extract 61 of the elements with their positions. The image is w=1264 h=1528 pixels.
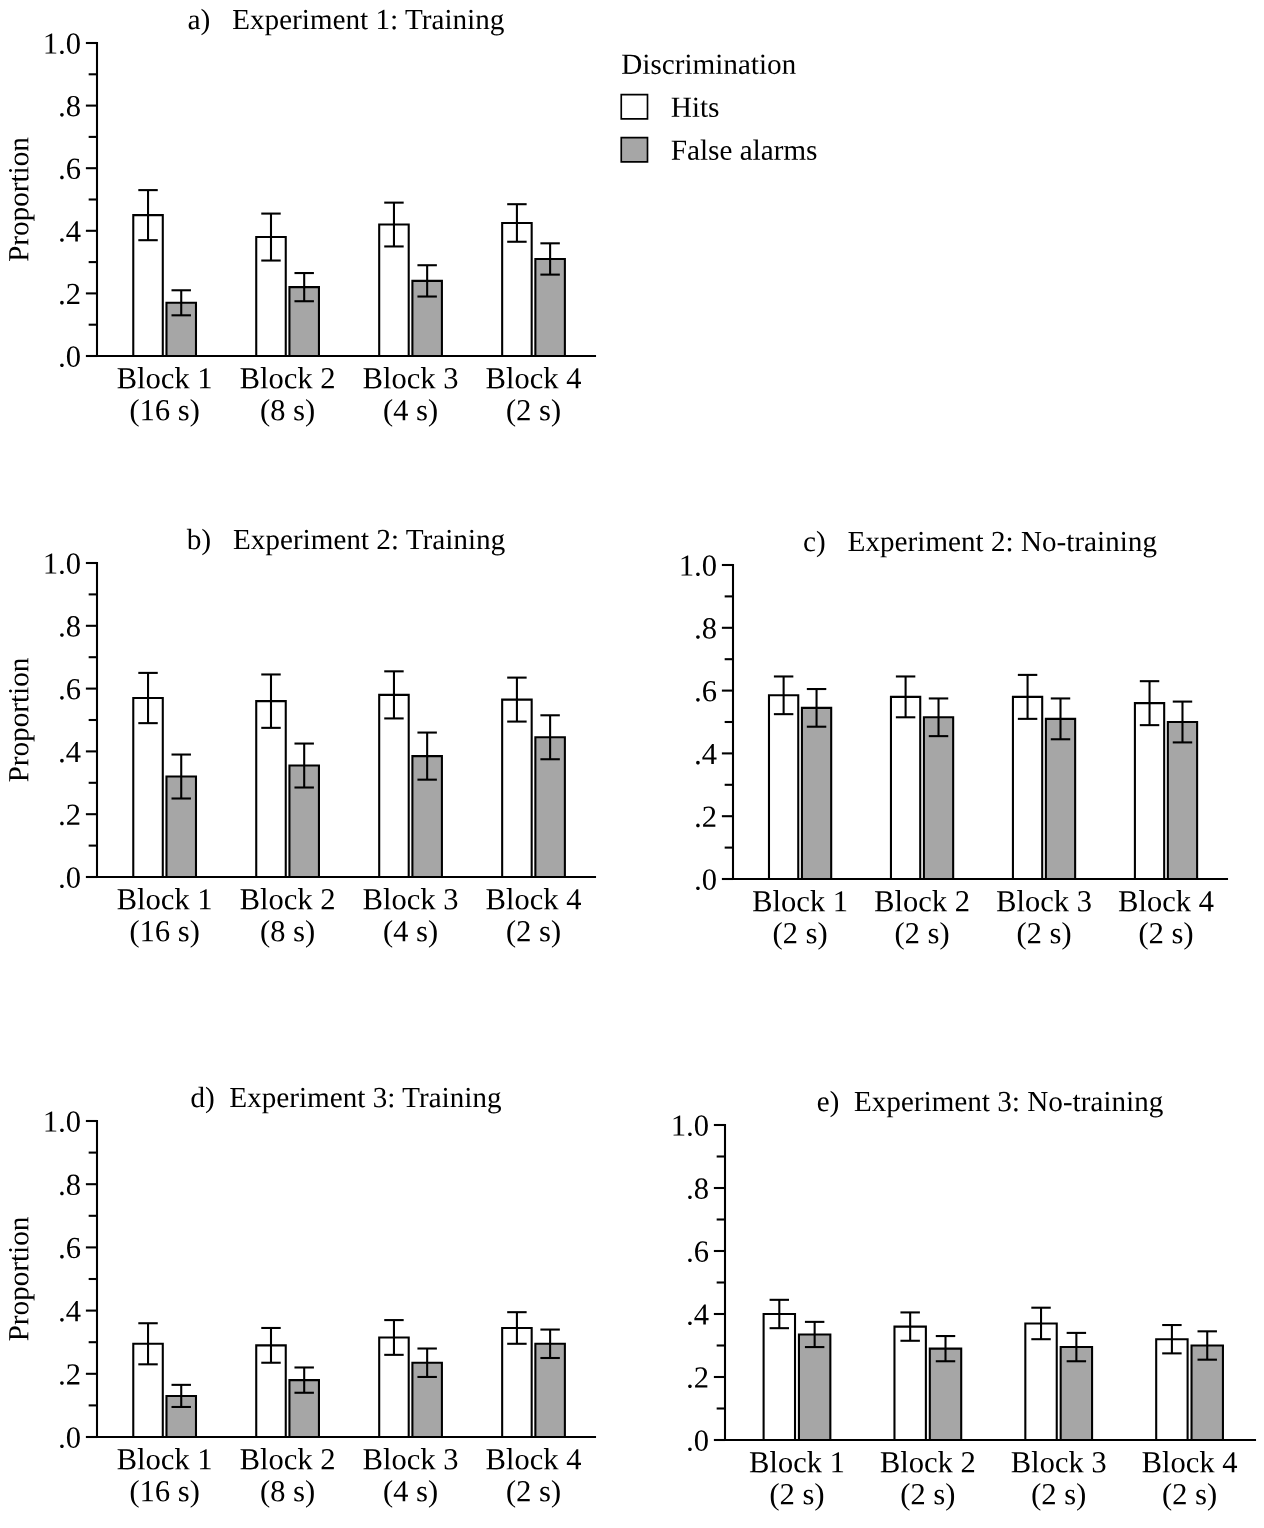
x-tick-label: Block 3 (4 s) — [363, 367, 458, 427]
y-tick-label: 1.0 — [681, 555, 716, 577]
x-tick-label: Block 4 (2 s) — [486, 367, 581, 427]
y-tick-label: .0 — [696, 869, 716, 891]
x-tick-label: Block 2 (8 s) — [240, 1448, 334, 1508]
y-tick-label: .2 — [688, 1367, 708, 1389]
y-tick-label: .8 — [688, 1178, 708, 1200]
y-axis-title: Proportion — [8, 658, 35, 782]
y-tick-label: .4 — [60, 221, 81, 242]
y-axis-title: Proportion — [8, 137, 35, 262]
y-tick-label: .4 — [688, 1304, 709, 1326]
x-tick-label: Block 1 (16 s) — [117, 1448, 211, 1508]
y-tick-label: .8 — [60, 1174, 80, 1196]
y-tick-label: .6 — [60, 158, 81, 180]
chart-title: e) Experiment 3: No-training — [817, 1090, 1163, 1118]
chart-title: c) Experiment 2: No-training — [804, 530, 1157, 558]
chart-title: d) Experiment 3: Training — [191, 1086, 501, 1114]
y-tick-label: 1.0 — [45, 1111, 80, 1133]
y-tick-label: .6 — [60, 678, 81, 700]
y-axis-title: Proportion — [8, 1217, 35, 1341]
x-tick-label: Block 3 (4 s) — [363, 888, 458, 948]
y-tick-label: .0 — [688, 1430, 708, 1452]
y-tick-label: 1.0 — [673, 1115, 708, 1137]
x-tick-label: Block 2 (8 s) — [240, 888, 334, 948]
x-tick-label: Block 1 (2 s) — [749, 1451, 844, 1511]
x-tick-label: Block 3 (2 s) — [996, 890, 1091, 950]
x-tick-label: Block 2 (2 s) — [880, 1451, 975, 1511]
y-tick-label: .2 — [60, 804, 80, 826]
y-tick-label: .4 — [60, 1301, 81, 1322]
x-tick-label: Block 2 (8 s) — [240, 367, 334, 427]
y-tick-label: .0 — [60, 346, 80, 368]
x-tick-label: Block 4 (2 s) — [486, 888, 581, 948]
x-tick-label: Block 3 (2 s) — [1011, 1451, 1106, 1511]
y-tick-label: .2 — [60, 283, 80, 305]
legend-title: Discrimination — [622, 54, 796, 75]
x-tick-label: Block 4 (2 s) — [1118, 890, 1214, 950]
x-tick-label: Block 1 (16 s) — [117, 888, 211, 948]
chart-title: b) Experiment 2: Training — [186, 528, 505, 556]
x-tick-label: Block 4 (2 s) — [1142, 1451, 1238, 1511]
x-tick-label: Block 1 (16 s) — [117, 367, 211, 427]
y-tick-label: 1.0 — [45, 33, 80, 55]
y-tick-label: .8 — [696, 618, 716, 639]
legend-label: Hits — [671, 97, 719, 118]
y-tick-label: .2 — [60, 1364, 80, 1385]
x-tick-label: Block 4 (2 s) — [486, 1448, 581, 1508]
y-tick-label: .6 — [688, 1241, 709, 1263]
legend-label: False alarms — [671, 139, 817, 161]
y-tick-label: 1.0 — [45, 553, 80, 575]
chart-title: a) Experiment 1: Training — [188, 8, 504, 36]
x-tick-label: Block 2 (2 s) — [874, 890, 969, 950]
y-tick-label: .0 — [60, 867, 80, 889]
y-tick-label: .8 — [60, 616, 80, 637]
y-tick-label: .4 — [60, 741, 81, 763]
x-tick-label: Block 1 (2 s) — [753, 890, 847, 950]
y-tick-label: .6 — [60, 1237, 81, 1259]
y-tick-label: .0 — [60, 1427, 80, 1449]
y-tick-label: .8 — [60, 95, 80, 117]
y-tick-label: .6 — [696, 680, 717, 702]
x-tick-label: Block 3 (4 s) — [363, 1448, 458, 1508]
y-tick-label: .4 — [696, 743, 717, 765]
y-tick-label: .2 — [696, 806, 716, 828]
